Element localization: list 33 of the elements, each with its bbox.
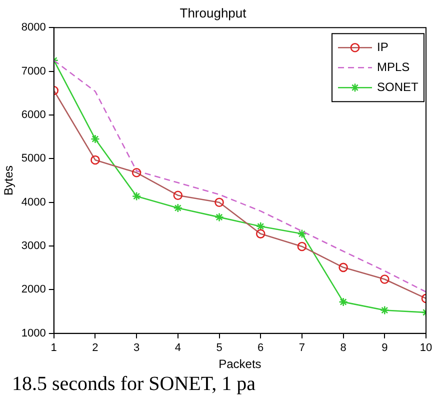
point xyxy=(338,297,348,307)
x-tick-label: 3 xyxy=(134,342,140,354)
y-tick-label: 5000 xyxy=(21,152,46,165)
legend-label: MPLS xyxy=(377,60,410,74)
chart-title: Throughput xyxy=(180,5,247,20)
text: 18.5 seconds for SONET, 1 pa xyxy=(12,372,256,396)
x-tick-label: 7 xyxy=(298,342,306,354)
point xyxy=(132,192,142,201)
x-tick-label: 8 xyxy=(340,342,346,354)
x-tick-label: 10 xyxy=(420,342,432,354)
y-tick-label: 2000 xyxy=(21,284,46,296)
legend-label: IP xyxy=(377,40,388,54)
legend-label: SONET xyxy=(377,80,420,94)
y-tick-label: 7000 xyxy=(21,65,46,78)
y-tick-label: 4000 xyxy=(21,196,46,208)
x-tick-label: 9 xyxy=(382,342,388,354)
x-tick-label: 4 xyxy=(174,342,181,354)
x-axis-title: Packets xyxy=(218,357,262,372)
y-tick-label: 8000 xyxy=(21,22,46,34)
x-tick-label: 1 xyxy=(50,342,57,354)
point xyxy=(256,222,266,232)
y-tick-label: 1000 xyxy=(21,327,46,340)
y-axis-title: Bytes xyxy=(2,165,16,196)
y-tick-label: 6000 xyxy=(21,109,46,122)
x-tick-label: 5 xyxy=(216,342,222,354)
y-tick-label: 3000 xyxy=(21,240,46,252)
point xyxy=(380,306,390,315)
x-tick-label: 6 xyxy=(258,342,264,354)
point xyxy=(297,229,307,238)
x-tick-label: 2 xyxy=(92,342,98,354)
point xyxy=(214,212,224,222)
point xyxy=(173,203,183,213)
point xyxy=(90,134,100,144)
